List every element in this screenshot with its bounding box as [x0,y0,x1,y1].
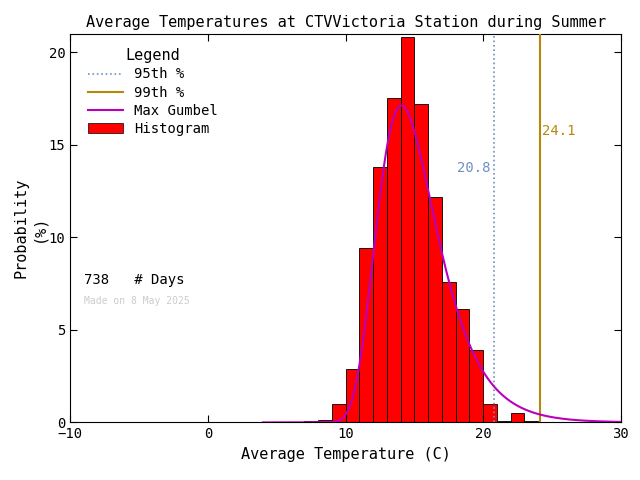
Bar [373,167,387,422]
X-axis label: Average Temperature (C): Average Temperature (C) [241,447,451,462]
Y-axis label: Probability
(%): Probability (%) [13,178,46,278]
Text: 738   # Days: 738 # Days [84,273,185,287]
Bar [456,310,470,422]
Bar [387,98,401,422]
Bar [332,404,346,422]
Bar [415,104,428,422]
Legend: 95th %, 99th %, Max Gumbel, Histogram: 95th %, 99th %, Max Gumbel, Histogram [88,48,218,136]
Bar [497,420,511,422]
Bar [525,421,538,422]
Bar [470,350,483,422]
Bar [346,369,360,422]
Bar [511,413,525,422]
Bar [305,421,318,422]
Bar [401,37,415,422]
Bar [428,196,442,422]
Bar [318,420,332,422]
Bar [442,282,456,422]
Text: Made on 8 May 2025: Made on 8 May 2025 [84,296,190,306]
Title: Average Temperatures at CTVVictoria Station during Summer: Average Temperatures at CTVVictoria Stat… [86,15,605,30]
Bar [360,248,373,422]
Text: 24.1: 24.1 [542,124,576,138]
Text: 20.8: 20.8 [457,161,491,176]
Bar [483,404,497,422]
